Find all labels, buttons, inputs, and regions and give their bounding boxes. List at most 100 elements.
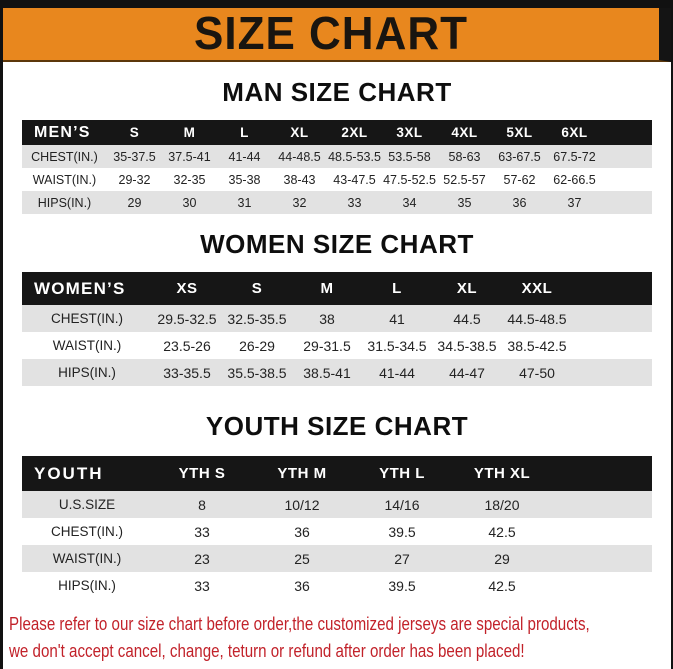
value-cell: 10/12 — [284, 496, 320, 513]
value-cell: 36 — [294, 577, 310, 594]
page-title: SIZE CHART — [194, 7, 468, 60]
table-row: HIPS(IN.) 33 36 39.5 42.5 — [22, 572, 652, 599]
size-header-cell: M — [292, 272, 362, 305]
value-cell: 44.5 — [453, 310, 481, 327]
filler-cell — [552, 545, 652, 572]
value-cell: 36 — [512, 195, 527, 210]
women-size-table-grid: WOMEN’S XS S M L XL XXL CHEST(IN.) 29.5-32.5 32.5… — [22, 272, 652, 386]
filler-cell — [602, 168, 652, 191]
women-section-heading: WOMEN SIZE CHART — [200, 229, 474, 259]
size-header-cell: XS — [152, 272, 222, 305]
top-frame-bar — [3, 0, 671, 8]
value-cell: 53.5-58 — [388, 149, 431, 164]
value-cell: 38.5-41 — [303, 364, 351, 381]
table-row: WAIST(IN.) 23 25 27 29 — [22, 545, 652, 572]
row-label-cell: WAIST(IN.) — [52, 338, 122, 353]
size-header-cell: 6XL — [547, 120, 602, 145]
value-cell: 35.5-38.5 — [227, 364, 287, 381]
value-cell: 39.5 — [388, 523, 416, 540]
filler-cell — [602, 120, 652, 145]
value-cell: 29-32 — [118, 172, 151, 187]
value-cell: 33 — [347, 195, 362, 210]
value-cell: 35-37.5 — [113, 149, 156, 164]
size-header-cell: 3XL — [382, 120, 437, 145]
size-header-cell: YTH XL — [452, 456, 552, 491]
size-header-cell: S — [222, 272, 292, 305]
row-label-cell: WAIST(IN.) — [52, 551, 122, 566]
filler-cell — [572, 359, 652, 386]
value-cell: 34.5-38.5 — [437, 337, 497, 354]
row-label-cell: HIPS(IN.) — [58, 365, 116, 380]
table-row: CHEST(IN.) 35-37.5 37.5-41 41-44 44-48.5 48.5… — [22, 145, 652, 168]
value-cell: 38-43 — [283, 172, 316, 187]
value-cell: 52.5-57 — [443, 172, 486, 187]
table-row: WAIST(IN.) 29-32 32-35 35-38 38-43 43-47.5 47.… — [22, 168, 652, 191]
row-label-cell: HIPS(IN.) — [37, 195, 92, 210]
filler-cell — [602, 191, 652, 214]
value-cell: 32 — [292, 195, 307, 210]
value-cell: 42.5 — [488, 523, 516, 540]
value-cell: 35-38 — [228, 172, 261, 187]
value-cell: 34 — [402, 195, 417, 210]
table-name-cell: WOMEN’S — [22, 272, 152, 305]
size-header-cell: M — [162, 120, 217, 145]
value-cell: 29-31.5 — [303, 337, 351, 354]
size-header-cell: YTH L — [352, 456, 452, 491]
value-cell: 31 — [237, 195, 252, 210]
youth-size-table: YOUTH YTH S YTH M YTH L YTH XL U.S.SIZE 8 10/12… — [22, 456, 652, 599]
table-row: WAIST(IN.) 23.5-26 26-29 29-31.5 31.5-34.5 34… — [22, 332, 652, 359]
value-cell: 36 — [294, 523, 310, 540]
filler-cell — [552, 518, 652, 545]
value-cell: 8 — [198, 496, 206, 513]
table-row: CHEST(IN.) 33 36 39.5 42.5 — [22, 518, 652, 545]
header-row: YOUTH YTH S YTH M YTH L YTH XL — [22, 456, 652, 491]
size-header-cell: S — [107, 120, 162, 145]
header-row: WOMEN’S XS S M L XL XXL — [22, 272, 652, 305]
value-cell: 57-62 — [503, 172, 536, 187]
filler-cell — [552, 456, 652, 491]
value-cell: 39.5 — [388, 577, 416, 594]
size-header-cell: YTH M — [252, 456, 352, 491]
value-cell: 23.5-26 — [163, 337, 211, 354]
value-cell: 44.5-48.5 — [507, 310, 567, 327]
men-size-table: MEN’S S M L XL 2XL 3XL 4XL 5XL 6XL CHEST(IN.) 35-37… — [22, 120, 652, 214]
value-cell: 48.5-53.5 — [328, 149, 381, 164]
value-cell: 29.5-32.5 — [157, 310, 217, 327]
size-header-cell: XL — [432, 272, 502, 305]
filler-cell — [552, 572, 652, 599]
value-cell: 47.5-52.5 — [383, 172, 436, 187]
size-header-cell: XL — [272, 120, 327, 145]
size-header-cell: 4XL — [437, 120, 492, 145]
value-cell: 38.5-42.5 — [507, 337, 567, 354]
filler-cell — [572, 305, 652, 332]
value-cell: 42.5 — [488, 577, 516, 594]
value-cell: 47-50 — [519, 364, 555, 381]
value-cell: 29 — [127, 195, 142, 210]
value-cell: 44-48.5 — [278, 149, 321, 164]
filler-cell — [572, 272, 652, 305]
table-row: CHEST(IN.) 29.5-32.5 32.5-35.5 38 41 44.5 44.5… — [22, 305, 652, 332]
value-cell: 25 — [294, 550, 310, 567]
value-cell: 30 — [182, 195, 197, 210]
row-label-cell: HIPS(IN.) — [58, 578, 116, 593]
row-label-cell: CHEST(IN.) — [31, 149, 98, 164]
size-header-cell: XXL — [502, 272, 572, 305]
value-cell: 26-29 — [239, 337, 275, 354]
value-cell: 14/16 — [384, 496, 420, 513]
men-size-table-grid: MEN’S S M L XL 2XL 3XL 4XL 5XL 6XL CHEST(IN.) 35-37… — [22, 120, 652, 214]
table-name-cell: MEN’S — [22, 120, 107, 145]
size-header-cell: 5XL — [492, 120, 547, 145]
filler-cell — [602, 145, 652, 168]
value-cell: 44-47 — [449, 364, 485, 381]
size-header-cell: L — [362, 272, 432, 305]
filler-cell — [552, 491, 652, 518]
value-cell: 18/20 — [484, 496, 520, 513]
value-cell: 37.5-41 — [168, 149, 211, 164]
row-label-cell: WAIST(IN.) — [32, 172, 97, 187]
row-label-cell: CHEST(IN.) — [51, 524, 123, 539]
table-row: HIPS(IN.) 29 30 31 32 33 34 35 36 37 — [22, 191, 652, 214]
value-cell: 32.5-35.5 — [227, 310, 287, 327]
row-label-cell: U.S.SIZE — [58, 497, 116, 512]
value-cell: 37 — [567, 195, 582, 210]
